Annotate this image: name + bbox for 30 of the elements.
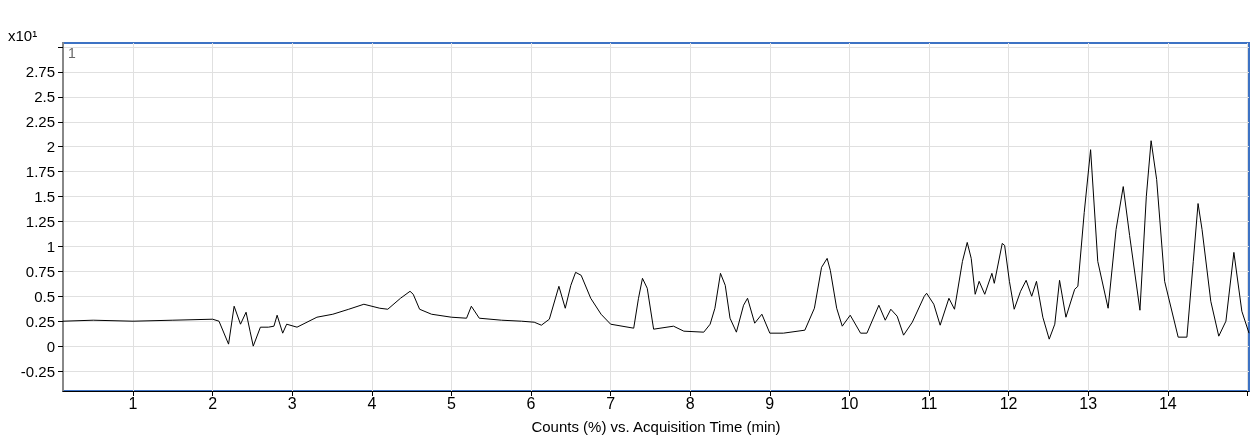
x-tick-label: 12 <box>999 394 1018 412</box>
y-tick-label: 1.25 <box>25 212 55 230</box>
y-tick-label: 1.75 <box>25 163 55 181</box>
y-tick-label: 2 <box>46 138 55 156</box>
y-tick-label: 1.5 <box>34 188 55 206</box>
x-tick-label: 7 <box>606 394 616 412</box>
annotation: 1 <box>68 45 76 61</box>
x-tick-label: 13 <box>1079 394 1098 412</box>
y-tick-label: 1 <box>46 237 55 255</box>
y-tick-label: 0.75 <box>25 262 55 280</box>
x-tick-label: 11 <box>920 394 938 412</box>
y-tick-label: -0.25 <box>20 362 55 380</box>
x-tick-label: 2 <box>208 394 218 412</box>
y-tick-label: 0 <box>46 337 55 355</box>
y-tick-label: 2.75 <box>25 63 55 81</box>
x-axis-title: Counts (%) vs. Acquisition Time (min) <box>531 418 781 435</box>
x-tick-label: 9 <box>765 394 775 412</box>
x-tick-label: 3 <box>287 394 297 412</box>
y-axis-title: x10¹ <box>8 27 38 44</box>
x-tick-label: 6 <box>526 394 536 412</box>
x-tick-label: 5 <box>446 394 456 412</box>
x-tick-label: 1 <box>128 394 138 412</box>
y-tick-label: 0.5 <box>34 287 55 305</box>
x-tick-label: 8 <box>685 394 695 412</box>
y-tick-label: 0.25 <box>25 312 55 330</box>
x-tick-label: 14 <box>1158 394 1177 412</box>
y-tick-label: 2.25 <box>25 113 55 131</box>
x-tick-label: 10 <box>840 394 859 412</box>
x-tick-label: 4 <box>367 394 377 412</box>
y-tick-label: 2.5 <box>34 88 55 106</box>
